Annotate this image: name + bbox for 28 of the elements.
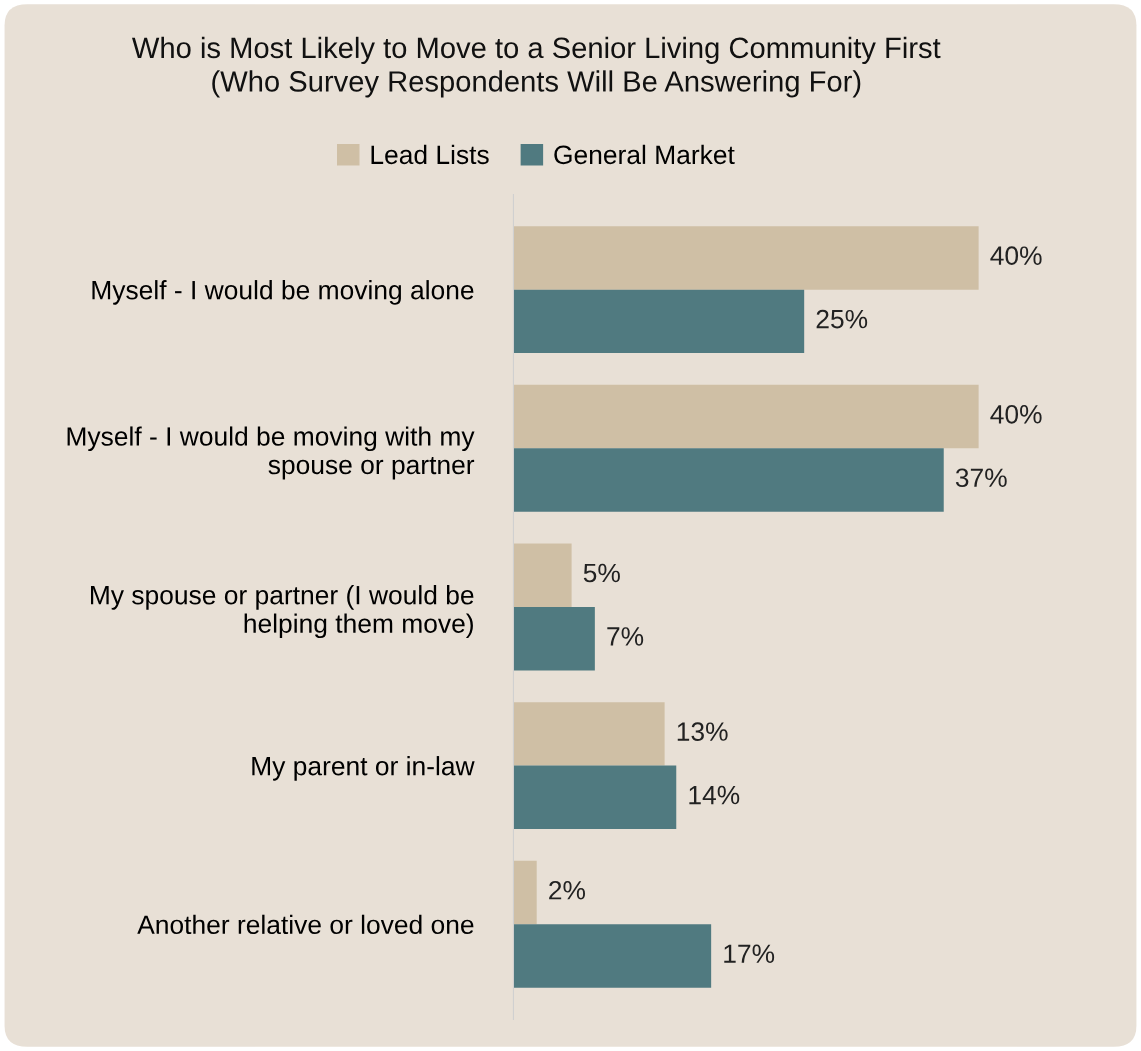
y-tick-label: My parent or in-law bbox=[252, 756, 475, 781]
bar bbox=[513, 289, 805, 354]
bar bbox=[513, 702, 665, 766]
data-label: 7% bbox=[607, 627, 644, 646]
bar bbox=[513, 860, 537, 925]
data-label: 5% bbox=[583, 563, 620, 583]
y-tick-label: Another relative or loved one bbox=[137, 914, 474, 935]
data-label: 17% bbox=[724, 944, 775, 963]
legend-label: General Market bbox=[554, 144, 735, 165]
bar bbox=[513, 765, 677, 830]
data-label: 14% bbox=[689, 785, 740, 805]
bar bbox=[513, 226, 979, 290]
data-label: 25% bbox=[816, 309, 868, 329]
bar bbox=[513, 384, 979, 449]
legend-label: Lead Lists bbox=[371, 144, 489, 165]
bar bbox=[513, 543, 572, 607]
y-tick-label: Myself - I would be moving with my spouse or partner bbox=[67, 426, 475, 480]
data-label: 40% bbox=[990, 246, 1042, 265]
data-label: 37% bbox=[955, 468, 1007, 488]
chart-title: Who is Most Likely to Move to a Senior Living Community First (Who Survey Respondents Will Be Answering For) bbox=[132, 36, 941, 98]
data-label: 2% bbox=[549, 880, 586, 900]
bar bbox=[513, 924, 712, 988]
y-tick-label: My spouse or partner (I would be helping them move) bbox=[91, 585, 474, 639]
data-label: 40% bbox=[990, 404, 1042, 424]
data-label: 13% bbox=[677, 722, 728, 741]
bar bbox=[513, 448, 944, 512]
bar bbox=[513, 606, 595, 671]
y-tick-label: Myself - I would be moving alone bbox=[92, 280, 474, 305]
